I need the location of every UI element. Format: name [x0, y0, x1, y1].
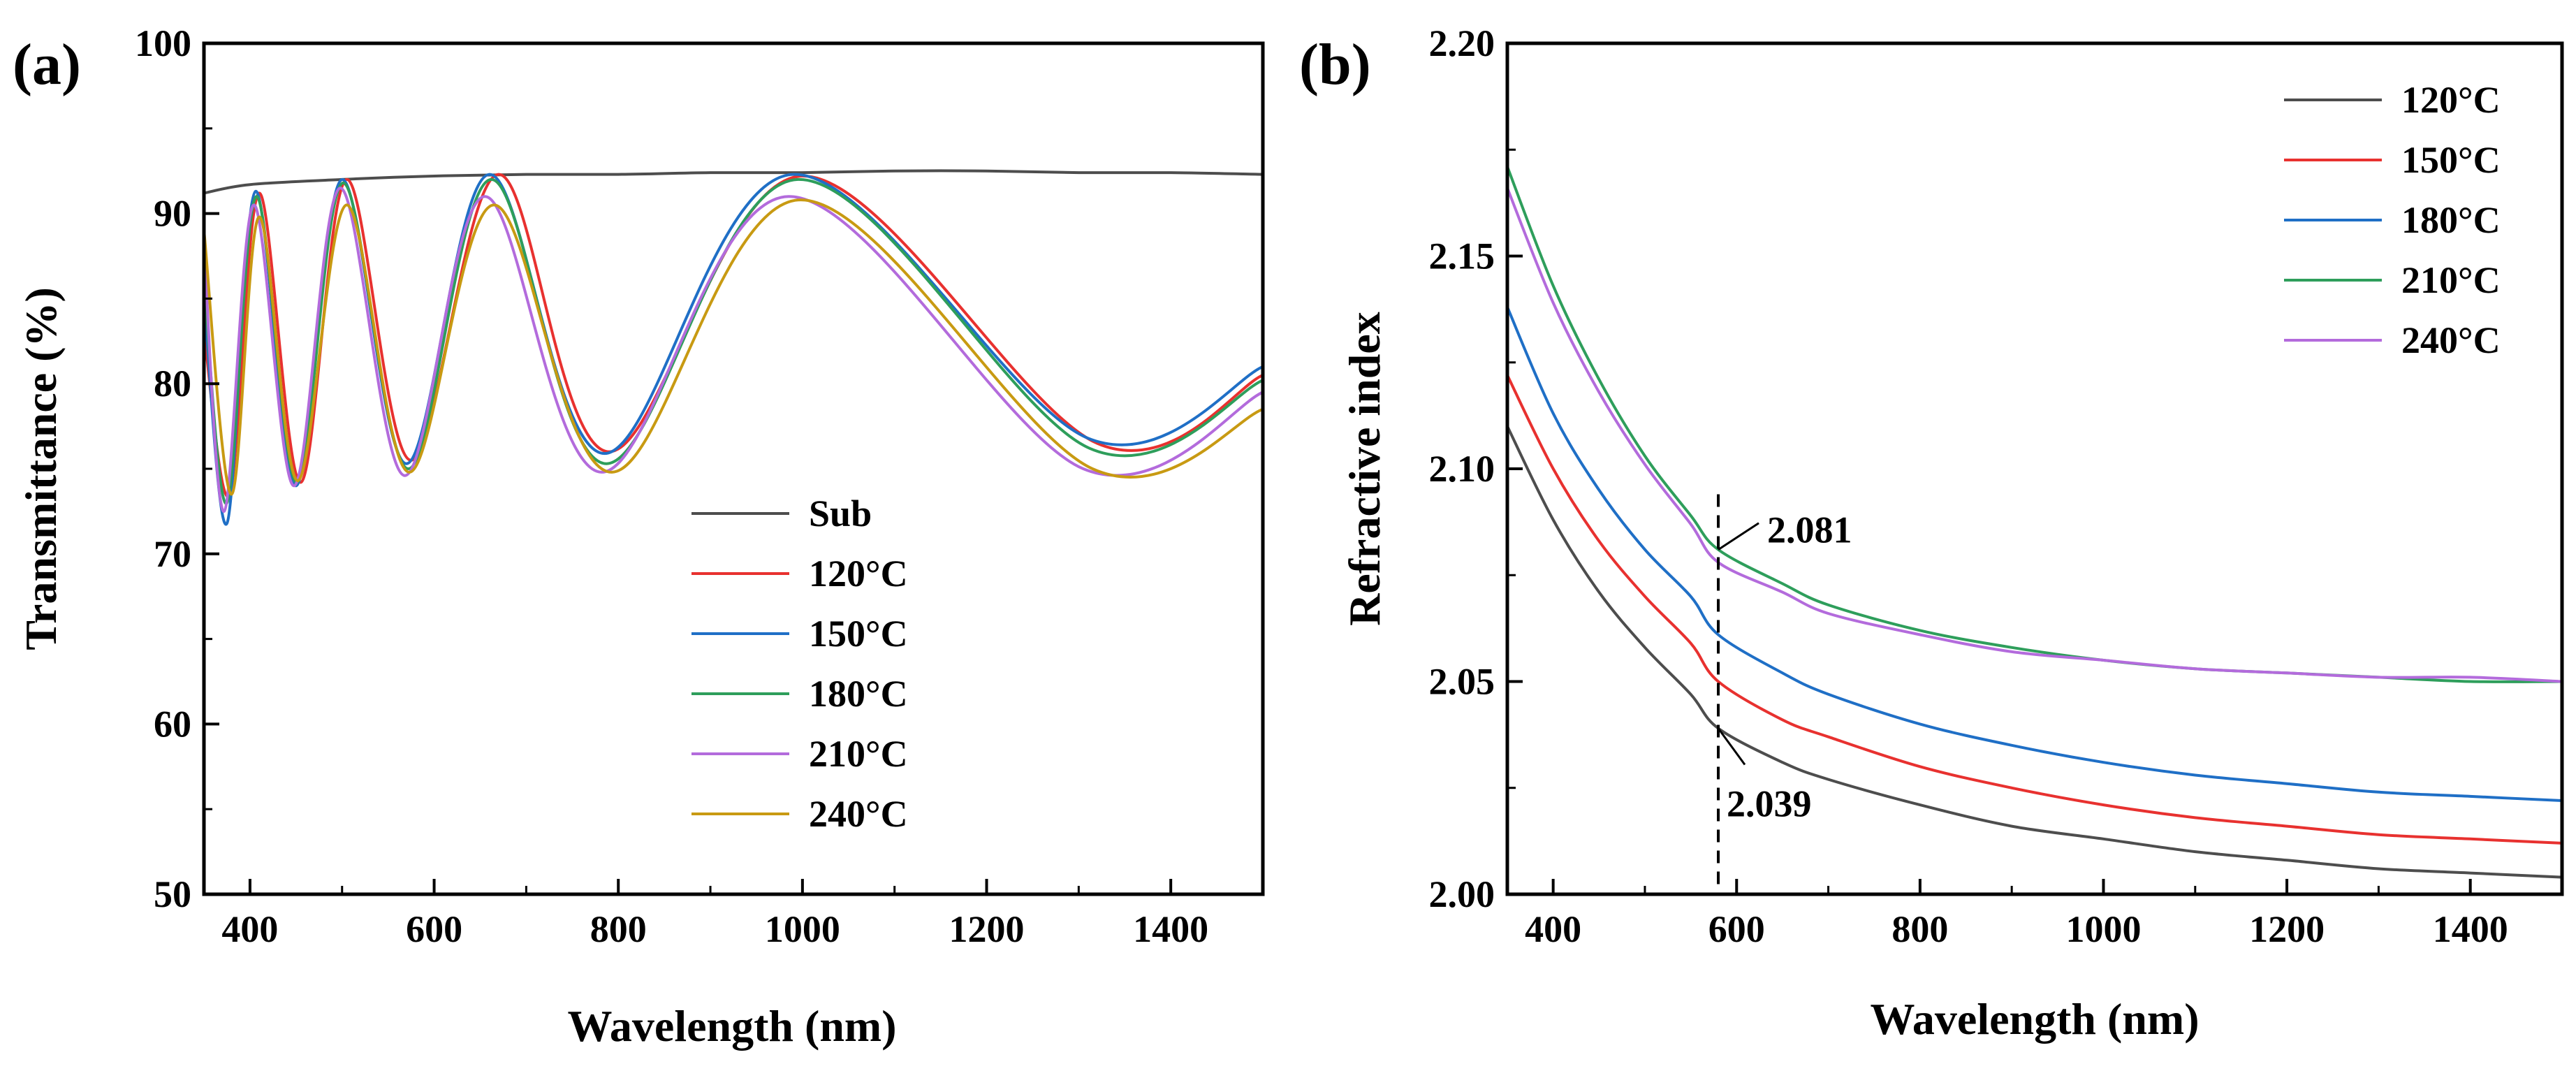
x-tick-label: 1200: [2249, 908, 2325, 950]
x-tick-label: 600: [406, 908, 462, 950]
x-tick-label: 1400: [2433, 908, 2508, 950]
legend-label: Sub: [809, 493, 872, 534]
legend-label: 210°C: [809, 733, 908, 775]
x-tick-label: 400: [1525, 908, 1581, 950]
legend-label: 240°C: [809, 793, 908, 835]
legend-label: 150°C: [2401, 139, 2501, 181]
x-axis-title: Wavelength (nm): [1870, 994, 2199, 1044]
legend: Sub 120°C 150°C 180°C 210°C 240°C: [691, 493, 908, 835]
panel-label: (a): [13, 32, 81, 97]
x-tick-label: 1000: [765, 908, 840, 950]
legend: 120°C 150°C 180°C 210°C 240°C: [2284, 79, 2501, 361]
legend-label: 120°C: [809, 553, 908, 595]
panel-b: 400 600 800 1000 1200 1400 2.00 2.05 2.10 2.15 2.2…: [1299, 22, 2564, 1044]
legend-label: 120°C: [2401, 79, 2501, 121]
y-tick-label: 2.00: [1429, 873, 1495, 915]
y-tick-label: 2.15: [1429, 235, 1495, 277]
legend-label: 210°C: [2401, 259, 2501, 301]
x-axis-title: Wavelength (nm): [567, 1001, 896, 1051]
plot-area: [1507, 166, 2562, 879]
annotation-label: 2.081: [1767, 509, 1852, 551]
x-tick-label: 400: [221, 908, 278, 950]
series-line-180c: [204, 177, 1263, 505]
panel-a: 400 600 800 1000 1200 1400 50 60 70 80 90 100 Wavele…: [13, 22, 1265, 1051]
series-line-240c: [1507, 187, 2562, 683]
y-tick-label: 2.20: [1429, 22, 1495, 64]
x-tick-label: 800: [590, 908, 647, 950]
legend-label: 150°C: [809, 613, 908, 655]
x-tick-label: 1000: [2065, 908, 2141, 950]
series-line-180c: [1507, 306, 2562, 802]
y-tick-label: 2.10: [1429, 448, 1495, 490]
y-axis-title: Refractive index: [1340, 312, 1389, 626]
y-tick-label: 50: [154, 873, 191, 915]
y-tick-label: 70: [154, 533, 191, 575]
y-tick-label: 90: [154, 193, 191, 235]
legend-label: 240°C: [2401, 319, 2501, 361]
series-line-sub: [204, 169, 1263, 195]
x-tick-label: 1400: [1133, 908, 1208, 950]
annotation-leader: [1717, 727, 1746, 766]
annotation-leader: [1718, 522, 1759, 551]
legend-label: 180°C: [2401, 199, 2501, 241]
y-tick-label: 2.05: [1429, 661, 1495, 703]
y-tick-label: 60: [154, 703, 191, 745]
y-tick-label: 80: [154, 363, 191, 405]
x-tick-label: 800: [1891, 908, 1948, 950]
series-line-150c: [1507, 374, 2562, 845]
y-axis-title: Transmittance (%): [16, 287, 66, 650]
series-line-120c: [1507, 425, 2562, 879]
axes-frame: [202, 41, 1265, 896]
series-line-240c: [204, 198, 1263, 496]
x-tick-label: 600: [1708, 908, 1765, 950]
legend-label: 180°C: [809, 673, 908, 715]
plot-area: [204, 169, 1263, 526]
panel-label: (b): [1299, 32, 1371, 97]
series-line-210c: [204, 187, 1263, 513]
series-line-210c: [1507, 166, 2562, 683]
x-tick-label: 1200: [949, 908, 1025, 950]
annotation-label: 2.039: [1727, 782, 1812, 824]
y-tick-label: 100: [135, 22, 191, 64]
